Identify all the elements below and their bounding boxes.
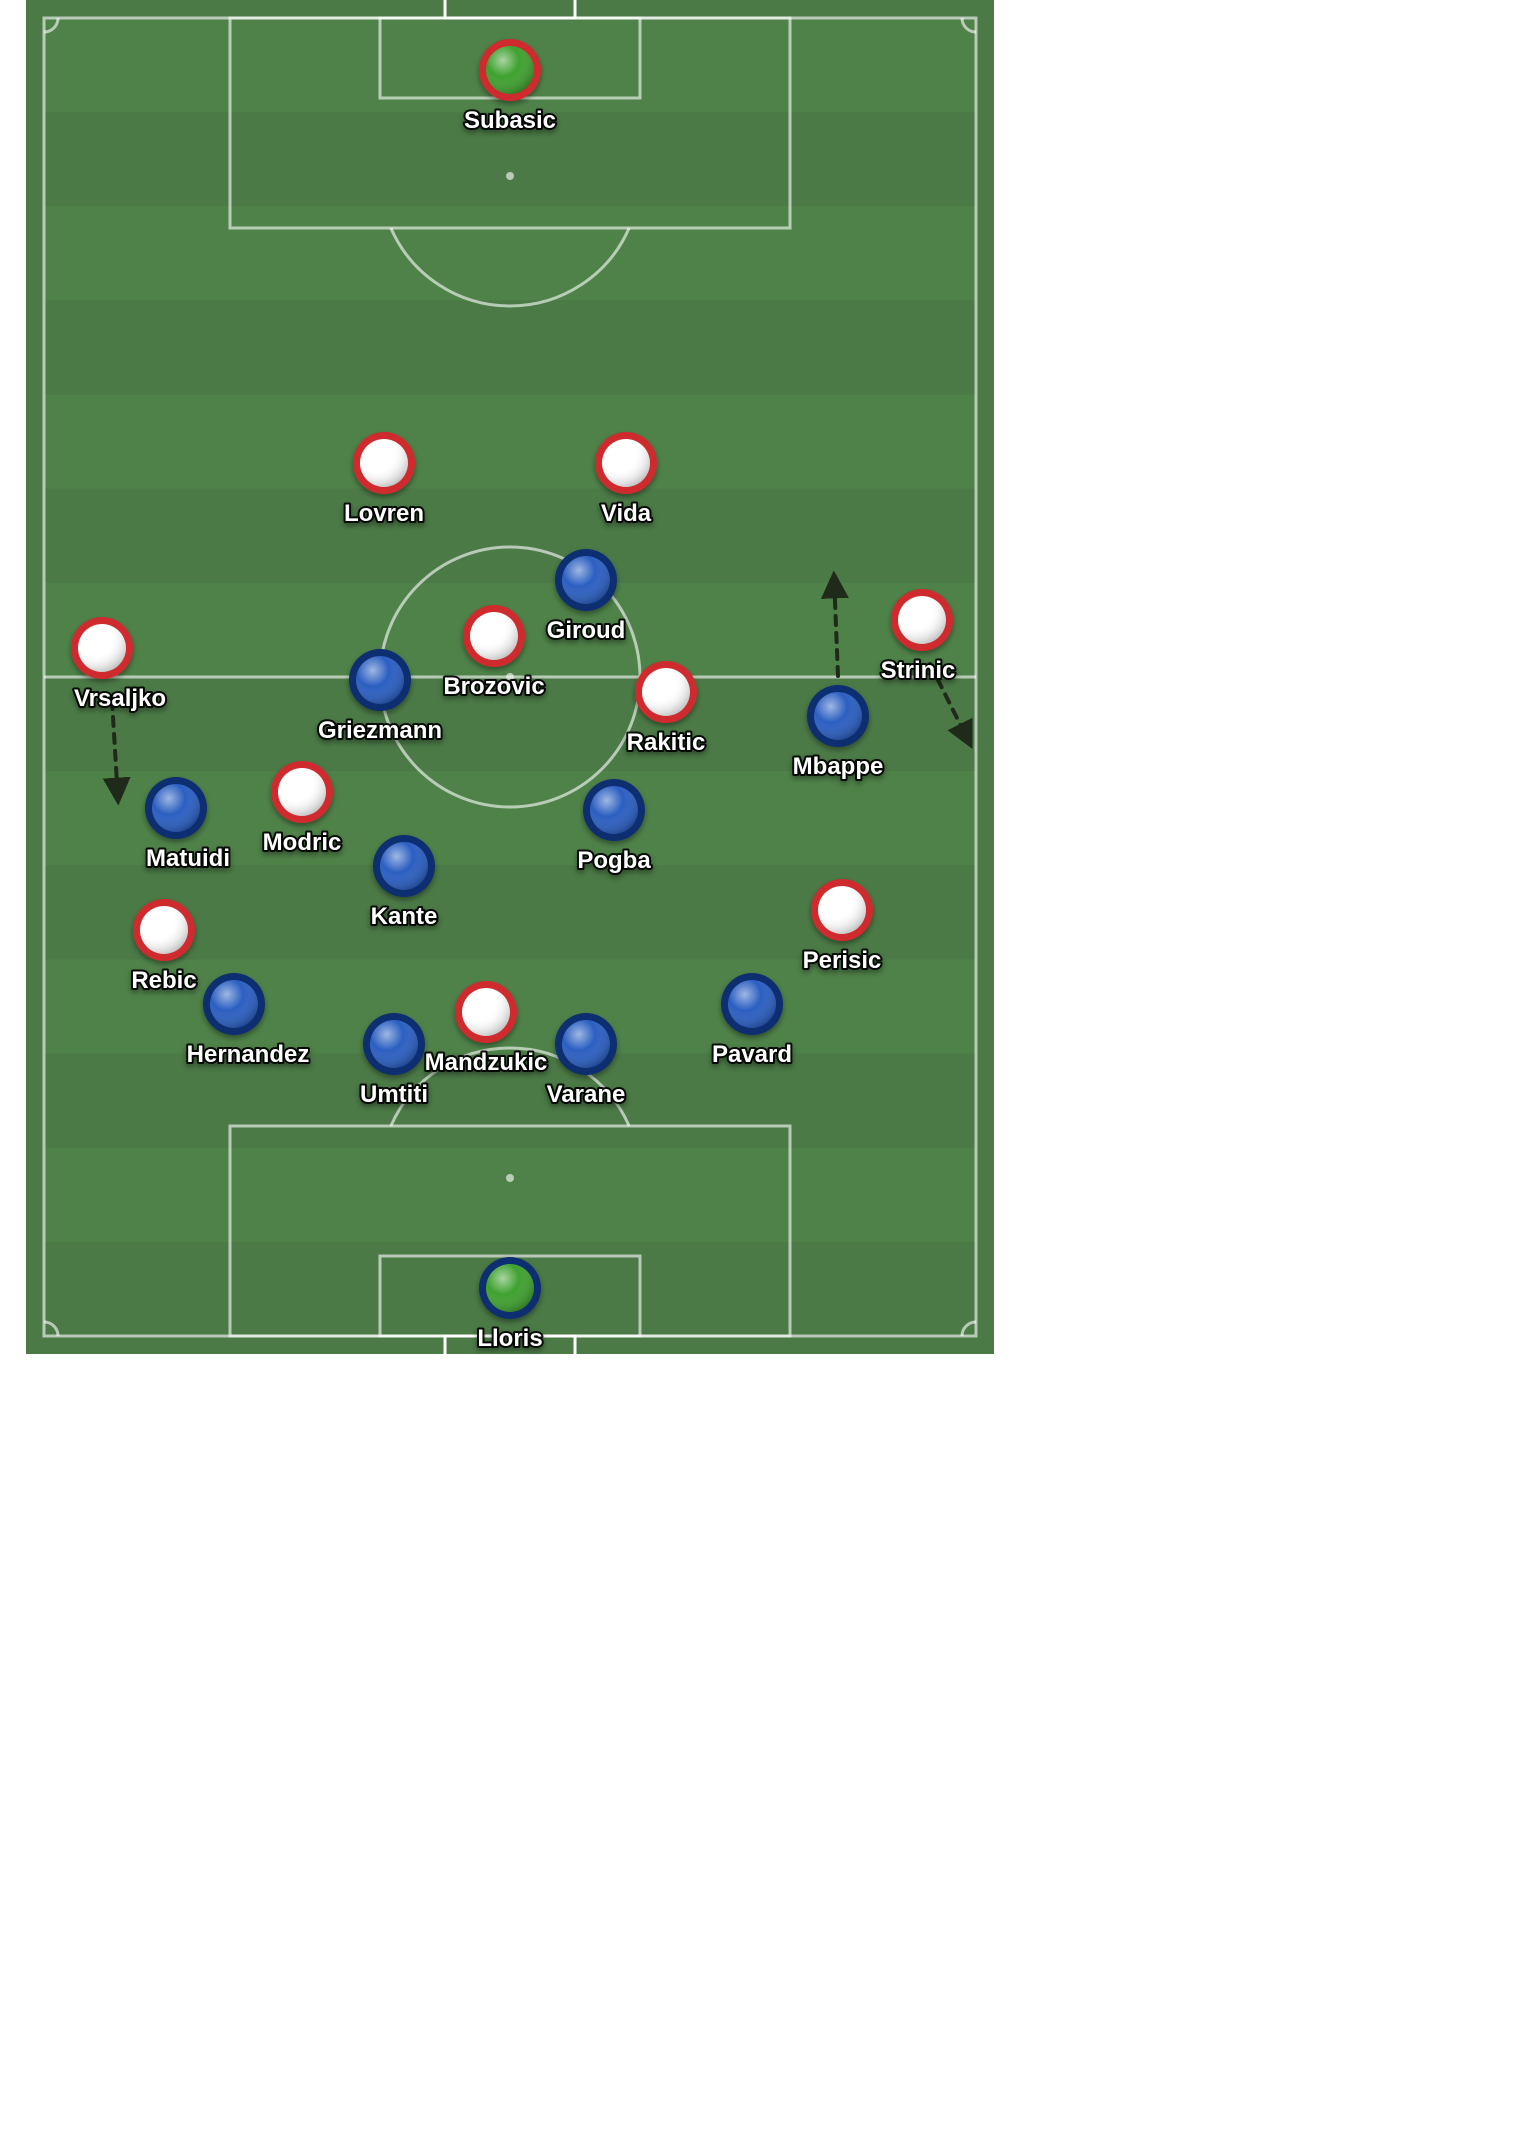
- player-label: Subasic: [464, 107, 556, 134]
- player-label: Pogba: [577, 847, 651, 874]
- player-label: Umtiti: [360, 1081, 428, 1108]
- player-label: Strinic: [881, 657, 956, 684]
- player-label: Kante: [371, 903, 438, 930]
- player-marker: Rebic: [131, 899, 196, 994]
- player-label: Hernandez: [187, 1041, 310, 1068]
- player-label: Varane: [547, 1081, 626, 1108]
- tactics-pitch: Subasic Lovren Vida Vrsaljko Strinic Brozovic…: [26, 0, 994, 1354]
- player-label: Vrsaljko: [74, 685, 166, 712]
- player-label: Modric: [263, 829, 342, 856]
- player-label: Perisic: [803, 947, 882, 974]
- player-label: Mandzukic: [425, 1049, 548, 1076]
- player-label: Griezmann: [318, 717, 442, 744]
- player-marker: Vida: [595, 432, 657, 527]
- player-label: Giroud: [547, 617, 626, 644]
- pitch-svg: Subasic Lovren Vida Vrsaljko Strinic Brozovic…: [26, 0, 994, 1354]
- player-label: Matuidi: [146, 845, 230, 872]
- player-label: Rakitic: [627, 729, 706, 756]
- player-marker: Kante: [371, 835, 438, 930]
- player-label: Mbappe: [793, 753, 884, 780]
- page: Subasic Lovren Vida Vrsaljko Strinic Brozovic…: [0, 0, 1536, 2150]
- player-label: Pavard: [712, 1041, 792, 1068]
- player-marker: Umtiti: [360, 1013, 428, 1108]
- player-label: Brozovic: [443, 673, 544, 700]
- player-label: Lovren: [344, 500, 424, 527]
- player-label: Vida: [601, 500, 652, 527]
- player-label: Rebic: [131, 967, 196, 994]
- player-label: Lloris: [477, 1325, 542, 1352]
- player-marker: Lloris: [477, 1257, 542, 1352]
